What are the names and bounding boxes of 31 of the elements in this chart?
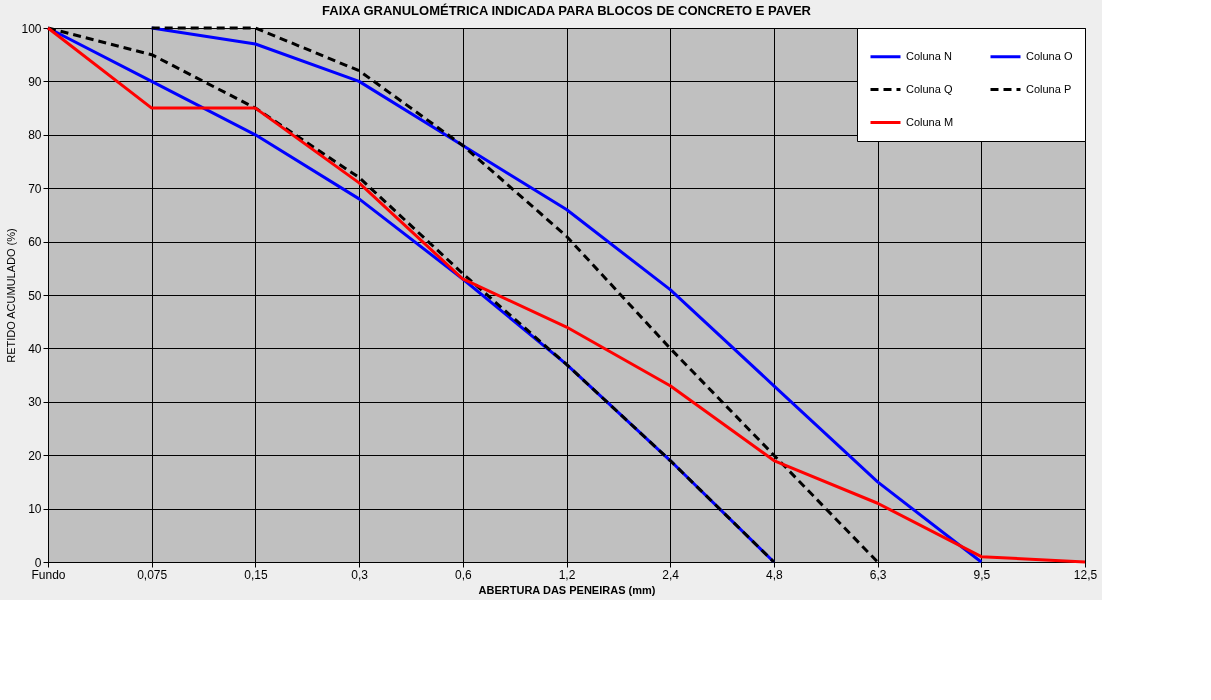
legend-label: Coluna Q bbox=[906, 82, 953, 95]
x-tick-label: 0,3 bbox=[351, 567, 369, 582]
legend-label: Coluna O bbox=[1026, 49, 1073, 62]
x-tick-label: 0,6 bbox=[454, 567, 472, 582]
y-tick-label: 90 bbox=[28, 74, 42, 89]
legend-label: Coluna N bbox=[906, 49, 952, 62]
y-tick-label: 0 bbox=[34, 555, 42, 570]
y-tick-label: 50 bbox=[28, 288, 42, 303]
x-tick-label: 6,3 bbox=[869, 567, 887, 582]
y-tick-label: 30 bbox=[28, 395, 42, 410]
x-tick-label: 9,5 bbox=[973, 567, 991, 582]
x-tick-label: Fundo bbox=[31, 567, 66, 582]
x-tick-label: 0,075 bbox=[137, 567, 168, 582]
y-tick-label: 20 bbox=[28, 448, 42, 463]
y-axis-title: RETIDO ACUMULADO (%) bbox=[5, 228, 18, 363]
x-tick-label: 2,4 bbox=[662, 567, 680, 582]
legend-label: Coluna M bbox=[906, 115, 954, 128]
y-tick-label: 60 bbox=[28, 235, 42, 250]
x-tick-label: 12,5 bbox=[1073, 567, 1098, 582]
y-tick-label: 40 bbox=[28, 341, 42, 356]
x-tick-label: 0,15 bbox=[244, 567, 268, 582]
x-tick-label: 1,2 bbox=[558, 567, 576, 582]
legend-label: Coluna P bbox=[1026, 82, 1072, 95]
y-tick-label: 80 bbox=[28, 128, 42, 143]
y-tick-label: 70 bbox=[28, 181, 42, 196]
chart-title: FAIXA GRANULOMÉTRICA INDICADA PARA BLOCOS DE CONCRETO E PAVER bbox=[322, 3, 812, 18]
y-tick-label: 100 bbox=[21, 21, 42, 36]
y-tick-label: 10 bbox=[28, 502, 42, 517]
x-tick-label: 4,8 bbox=[766, 567, 784, 582]
line-series bbox=[46, 26, 1087, 564]
x-axis-title: ABERTURA DAS PENEIRAS (mm) bbox=[478, 583, 656, 596]
